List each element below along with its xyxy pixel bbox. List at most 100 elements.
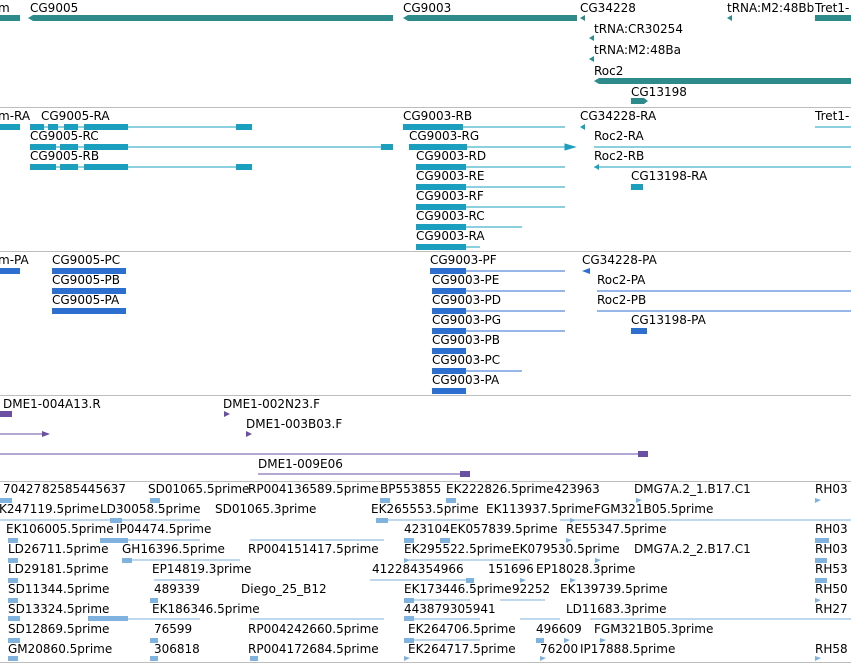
feature-label[interactable]: 412284354966 bbox=[372, 562, 464, 576]
feature-label[interactable]: DMG7A.2_1.B17.C1 bbox=[634, 482, 751, 496]
feature-label[interactable]: CG9003-RA bbox=[416, 229, 485, 243]
feature-label[interactable]: SD01065.3prime bbox=[215, 502, 317, 516]
feature-label[interactable]: GM20860.5prime bbox=[8, 642, 113, 656]
feature-label[interactable]: 151696 bbox=[488, 562, 534, 576]
feature-label[interactable]: DME1-004A13.R bbox=[3, 397, 101, 411]
feature-label[interactable]: SD12869.5prime bbox=[8, 622, 110, 636]
feature-label[interactable]: m bbox=[0, 1, 10, 15]
feature-label[interactable]: RH50 bbox=[815, 582, 848, 596]
feature-label[interactable]: EP14819.3prime bbox=[152, 562, 252, 576]
feature-label[interactable]: CG9003-RC bbox=[416, 209, 485, 223]
feature-label[interactable]: RP004136589.5prime bbox=[248, 482, 379, 496]
feature-label[interactable]: 76200 bbox=[540, 642, 579, 656]
feature-label[interactable]: Roc2-PB bbox=[597, 293, 647, 307]
feature-label[interactable]: CG9003-RB bbox=[403, 109, 473, 123]
feature-label[interactable]: K247119.5prime bbox=[0, 502, 100, 516]
feature-label[interactable]: 70427 bbox=[3, 482, 42, 496]
feature-label[interactable]: 489339 bbox=[154, 582, 200, 596]
feature-label[interactable]: Tret1- bbox=[815, 1, 850, 15]
feature-label[interactable]: CG34228 bbox=[580, 1, 636, 15]
feature-label[interactable]: GH16396.5prime bbox=[122, 542, 225, 556]
feature-label[interactable]: RH03 bbox=[815, 542, 848, 556]
feature-label[interactable]: EK265553.5prime bbox=[371, 502, 479, 516]
feature-label[interactable]: 82585445637 bbox=[42, 482, 126, 496]
feature-label[interactable]: RP004151417.5prime bbox=[248, 542, 379, 556]
feature-label[interactable]: CG9003-PF bbox=[430, 253, 497, 267]
feature-label[interactable]: CG9005-PB bbox=[52, 273, 121, 287]
feature-label[interactable]: RH58 bbox=[815, 642, 848, 656]
feature-label[interactable]: CG9003-RF bbox=[416, 189, 484, 203]
feature-label[interactable]: RH03 bbox=[815, 482, 848, 496]
feature-label[interactable]: Roc2-PA bbox=[597, 273, 646, 287]
feature-label[interactable]: DME1-009E06 bbox=[258, 457, 343, 471]
feature-label[interactable]: Tret1- bbox=[815, 109, 850, 123]
feature-label[interactable]: CG9003-PC bbox=[432, 353, 501, 367]
feature-label[interactable]: CG9003-RD bbox=[416, 149, 487, 163]
feature-label[interactable]: CG9005-RB bbox=[30, 149, 100, 163]
feature-label[interactable]: EK264717.5prime bbox=[408, 642, 516, 656]
feature-label[interactable]: 443879305941 bbox=[404, 602, 496, 616]
feature-label[interactable]: IP17888.5prime bbox=[580, 642, 676, 656]
feature-label[interactable]: CG9005-PC bbox=[52, 253, 121, 267]
feature-label[interactable]: CG9003-PB bbox=[432, 333, 501, 347]
feature-label[interactable]: LD29181.5prime bbox=[8, 562, 109, 576]
feature-label[interactable]: RP004242660.5prime bbox=[248, 622, 379, 636]
feature-label[interactable]: 423963 bbox=[554, 482, 600, 496]
feature-label[interactable]: EK106005.5prime bbox=[6, 522, 114, 536]
feature-label[interactable]: Diego_25_B12 bbox=[241, 582, 327, 596]
feature-label[interactable]: EP18028.3prime bbox=[536, 562, 636, 576]
feature-label[interactable]: EK222826.5prime bbox=[446, 482, 554, 496]
feature-label[interactable]: CG9005-RC bbox=[30, 129, 99, 143]
feature-label[interactable]: SD01065.5prime bbox=[148, 482, 250, 496]
feature-label[interactable]: CG13198-RA bbox=[631, 169, 708, 183]
feature-label[interactable]: RH27 bbox=[815, 602, 848, 616]
feature-label[interactable]: 496609 bbox=[536, 622, 582, 636]
feature-label[interactable]: LD26711.5prime bbox=[8, 542, 109, 556]
feature-label[interactable]: CG9003-PA bbox=[432, 373, 500, 387]
feature-label[interactable]: CG9003-PG bbox=[432, 313, 502, 327]
feature-label[interactable]: SD11344.5prime bbox=[8, 582, 110, 596]
feature-label[interactable]: RH53 bbox=[815, 562, 848, 576]
feature-label[interactable]: CG9003-PD bbox=[432, 293, 502, 307]
feature-label[interactable]: CG34228-RA bbox=[580, 109, 657, 123]
feature-label[interactable]: tRNA:M2:48Bb bbox=[727, 1, 815, 15]
feature-label[interactable]: DME1-002N23.F bbox=[223, 397, 321, 411]
feature-label[interactable]: Roc2-RB bbox=[594, 149, 645, 163]
feature-label[interactable]: EK173446.5prime bbox=[404, 582, 512, 596]
feature-label[interactable]: EK139739.5prime bbox=[560, 582, 668, 596]
feature-label[interactable]: EK079530.5prime bbox=[512, 542, 620, 556]
feature-label[interactable]: EK295522.5prime bbox=[404, 542, 512, 556]
feature-label[interactable]: EK186346.5prime bbox=[152, 602, 260, 616]
feature-label[interactable]: CG13198-PA bbox=[631, 313, 706, 327]
feature-label[interactable]: DMG7A.2_2.B17.C1 bbox=[634, 542, 751, 556]
feature-label[interactable]: 423104 bbox=[404, 522, 450, 536]
feature-label[interactable]: RH03 bbox=[815, 522, 848, 536]
feature-label[interactable]: CG34228-PA bbox=[582, 253, 657, 267]
feature-label[interactable]: CG9003-RE bbox=[416, 169, 485, 183]
feature-label[interactable]: Roc2-RA bbox=[594, 129, 644, 143]
feature-label[interactable]: CG9005-RA bbox=[41, 109, 110, 123]
feature-label[interactable]: CG13198 bbox=[631, 85, 687, 99]
feature-label[interactable]: CG9005-PA bbox=[52, 293, 120, 307]
feature-label[interactable]: 306818 bbox=[154, 642, 200, 656]
feature-label[interactable]: IP04474.5prime bbox=[116, 522, 212, 536]
feature-label[interactable]: FGM321B05.3prime bbox=[594, 622, 714, 636]
feature-label[interactable]: 76599 bbox=[154, 622, 193, 636]
feature-label[interactable]: EK057839.5prime bbox=[450, 522, 558, 536]
feature-label[interactable]: m-PA bbox=[0, 253, 29, 267]
feature-label[interactable]: CG9003-PE bbox=[432, 273, 500, 287]
feature-label[interactable]: DME1-003B03.F bbox=[246, 417, 343, 431]
feature-label[interactable]: tRNA:CR30254 bbox=[594, 22, 683, 36]
feature-label[interactable]: m-RA bbox=[0, 109, 31, 123]
feature-label[interactable]: CG9003-RG bbox=[409, 129, 480, 143]
feature-label[interactable]: EK264706.5prime bbox=[408, 622, 516, 636]
feature-label[interactable]: BP553855 bbox=[380, 482, 442, 496]
feature-label[interactable]: FGM321B05.5prime bbox=[594, 502, 714, 516]
feature-label[interactable]: tRNA:M2:48Ba bbox=[594, 43, 681, 57]
feature-label[interactable]: LD11683.3prime bbox=[566, 602, 667, 616]
feature-label[interactable]: LD30058.5prime bbox=[100, 502, 201, 516]
feature-label[interactable]: EK113937.5prime bbox=[486, 502, 594, 516]
feature-label[interactable]: CG9003 bbox=[403, 1, 452, 15]
feature-label[interactable]: RE55347.5prime bbox=[566, 522, 667, 536]
feature-label[interactable]: CG9005 bbox=[30, 1, 79, 15]
